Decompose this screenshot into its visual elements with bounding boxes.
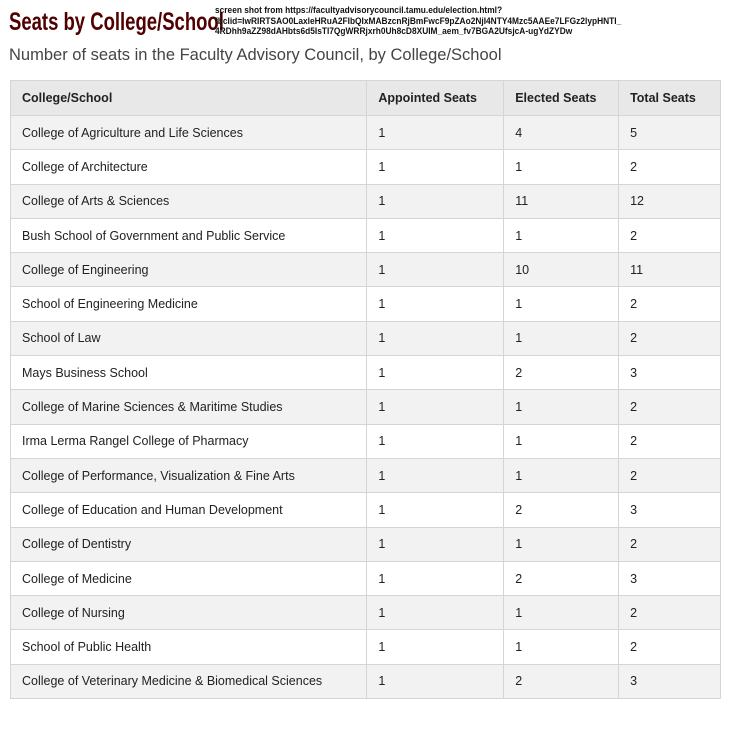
appointed-cell: 1 <box>366 663 505 700</box>
elected-cell: 1 <box>503 629 620 665</box>
appointed-cell: 1 <box>366 560 505 597</box>
table-row: College of Nursing 1 1 2 <box>9 595 721 631</box>
column-header: College/School <box>9 80 368 116</box>
table-row: School of Public Health 1 1 2 <box>9 629 721 665</box>
elected-cell: 2 <box>503 492 620 528</box>
table-row: College of Engineering 1 10 11 <box>9 252 721 288</box>
total-cell: 2 <box>618 595 721 631</box>
elected-cell: 10 <box>503 252 620 288</box>
elected-cell: 1 <box>503 526 620 562</box>
elected-cell: 2 <box>503 355 620 391</box>
elected-cell: 2 <box>503 663 620 700</box>
table-row: College of Agriculture and Life Sciences… <box>9 114 721 151</box>
college-cell: College of Education and Human Developme… <box>9 492 368 528</box>
total-cell: 2 <box>618 629 721 665</box>
table-row: College of Architecture 1 1 2 <box>9 149 721 185</box>
elected-cell: 2 <box>503 560 620 597</box>
college-cell: College of Performance, Visualization & … <box>9 457 368 494</box>
column-header: Appointed Seats <box>366 80 505 116</box>
table-row: School of Law 1 1 2 <box>9 320 721 357</box>
appointed-cell: 1 <box>366 320 505 357</box>
college-cell: College of Medicine <box>9 560 368 597</box>
table-row: College of Dentistry 1 1 2 <box>9 526 721 562</box>
total-cell: 2 <box>618 389 721 425</box>
appointed-cell: 1 <box>366 114 505 151</box>
page-title: Seats by College/School <box>9 8 224 36</box>
table-row: College of Arts & Sciences 1 11 12 <box>9 183 721 219</box>
appointed-cell: 1 <box>366 183 505 219</box>
header: Seats by College/School screen shot from… <box>9 5 677 38</box>
appointed-cell: 1 <box>366 457 505 494</box>
seats-table: College/School Appointed Seats Elected S… <box>9 80 721 700</box>
college-cell: School of Engineering Medicine <box>9 286 368 322</box>
total-cell: 12 <box>618 183 721 219</box>
college-cell: Bush School of Government and Public Ser… <box>9 217 368 254</box>
college-cell: College of Dentistry <box>9 526 368 562</box>
appointed-cell: 1 <box>366 526 505 562</box>
college-cell: College of Arts & Sciences <box>9 183 368 219</box>
appointed-cell: 1 <box>366 217 505 254</box>
note-line: screen shot from https://facultyadvisory… <box>215 5 503 16</box>
total-cell: 2 <box>618 423 721 459</box>
college-cell: Mays Business School <box>9 355 368 391</box>
total-cell: 5 <box>618 114 721 151</box>
appointed-cell: 1 <box>366 492 505 528</box>
table-row: College of Medicine 1 2 3 <box>9 560 721 597</box>
total-cell: 2 <box>618 526 721 562</box>
elected-cell: 1 <box>503 423 620 459</box>
table-row: College of Performance, Visualization & … <box>9 457 721 494</box>
elected-cell: 1 <box>503 286 620 322</box>
column-header: Total Seats <box>618 80 721 116</box>
elected-cell: 1 <box>503 389 620 425</box>
college-cell: College of Engineering <box>9 252 368 288</box>
total-cell: 2 <box>618 286 721 322</box>
college-cell: College of Veterinary Medicine & Biomedi… <box>9 663 368 700</box>
elected-cell: 1 <box>503 149 620 185</box>
appointed-cell: 1 <box>366 629 505 665</box>
table-header-row: College/School Appointed Seats Elected S… <box>9 80 721 116</box>
total-cell: 2 <box>618 217 721 254</box>
total-cell: 2 <box>618 149 721 185</box>
elected-cell: 1 <box>503 457 620 494</box>
column-header: Elected Seats <box>503 80 620 116</box>
college-cell: College of Agriculture and Life Sciences <box>9 114 368 151</box>
appointed-cell: 1 <box>366 252 505 288</box>
table-row: Bush School of Government and Public Ser… <box>9 217 721 254</box>
appointed-cell: 1 <box>366 149 505 185</box>
total-cell: 11 <box>618 252 721 288</box>
elected-cell: 1 <box>503 320 620 357</box>
note-line: fbclid=IwRIRTSAO0LaxleHRuA2FIbQIxMABzcnR… <box>215 15 622 27</box>
table-row: School of Engineering Medicine 1 1 2 <box>9 286 721 322</box>
total-cell: 2 <box>618 320 721 357</box>
college-cell: College of Nursing <box>9 595 368 631</box>
college-cell: School of Law <box>9 320 368 357</box>
appointed-cell: 1 <box>366 423 505 459</box>
college-cell: College of Architecture <box>9 149 368 185</box>
appointed-cell: 1 <box>366 595 505 631</box>
appointed-cell: 1 <box>366 389 505 425</box>
table-caption: Number of seats in the Faculty Advisory … <box>9 46 502 64</box>
college-cell: Irma Lerma Rangel College of Pharmacy <box>9 423 368 459</box>
total-cell: 3 <box>618 492 721 528</box>
table-row: College of Veterinary Medicine & Biomedi… <box>9 663 721 700</box>
total-cell: 3 <box>618 355 721 391</box>
appointed-cell: 1 <box>366 286 505 322</box>
total-cell: 3 <box>618 663 721 700</box>
table-row: College of Education and Human Developme… <box>9 492 721 528</box>
elected-cell: 1 <box>503 595 620 631</box>
elected-cell: 4 <box>503 114 620 151</box>
college-cell: College of Marine Sciences & Maritime St… <box>9 389 368 425</box>
screenshot-source-note: screen shot from https://facultyadvisory… <box>215 5 622 38</box>
appointed-cell: 1 <box>366 355 505 391</box>
college-cell: School of Public Health <box>9 629 368 665</box>
table-row: College of Marine Sciences & Maritime St… <box>9 389 721 425</box>
table-row: Mays Business School 1 2 3 <box>9 355 721 391</box>
table-row: Irma Lerma Rangel College of Pharmacy 1 1 2 <box>9 423 721 459</box>
elected-cell: 11 <box>503 183 620 219</box>
total-cell: 2 <box>618 457 721 494</box>
elected-cell: 1 <box>503 217 620 254</box>
total-cell: 3 <box>618 560 721 597</box>
note-line: 4RDhh9aZZ98dAHbts6d5IsTI7QgWRRjxrh0Uh8cD… <box>215 26 573 37</box>
